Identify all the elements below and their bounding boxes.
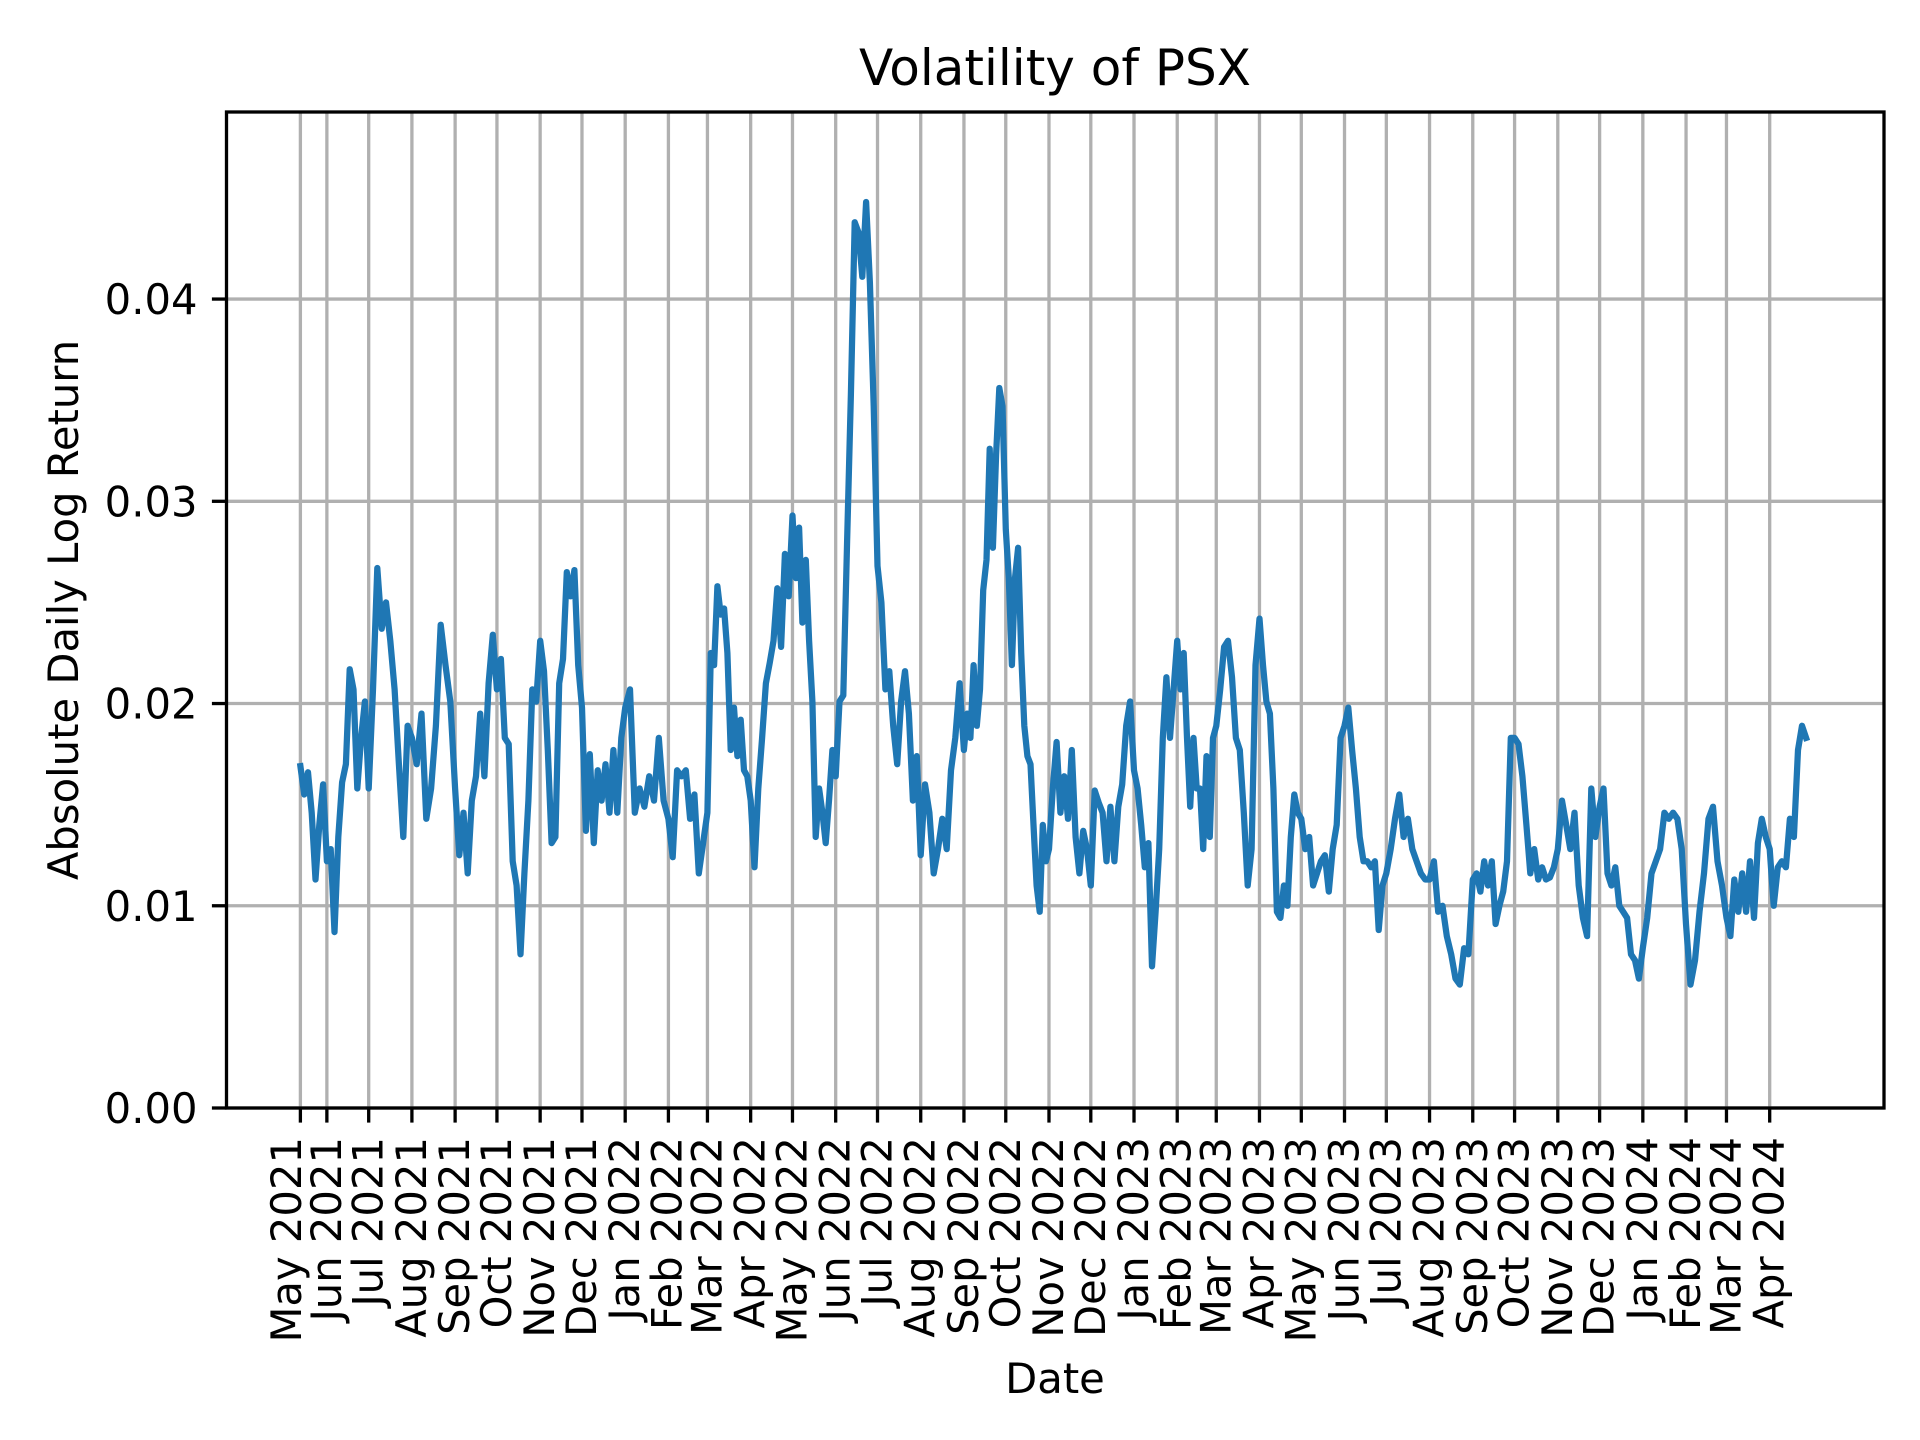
x-tick-label: Feb 2024 [1661,1137,1710,1330]
x-tick-label: Apr 2023 [1234,1137,1283,1328]
x-tick-label: Feb 2023 [1151,1137,1200,1330]
x-tick-label: Jul 2022 [853,1137,902,1310]
x-tick-label: Aug 2022 [896,1137,945,1338]
x-tick-label: May 2022 [767,1137,816,1343]
x-tick-label: Nov 2021 [515,1137,564,1338]
x-tick-label: Jul 2023 [1361,1137,1410,1310]
x-tick-label: Jun 2023 [1320,1137,1369,1324]
x-tick-label: Jan 2022 [600,1137,649,1324]
x-tick-label: Aug 2023 [1405,1137,1454,1338]
x-tick-label: Dec 2021 [557,1137,606,1337]
x-tick-label: Jan 2024 [1618,1137,1667,1324]
y-tick-label: 0.02 [105,680,198,729]
x-tick-label: Sep 2021 [430,1137,479,1335]
x-tick-label: Jan 2023 [1109,1137,1158,1324]
x-tick-label: Feb 2022 [642,1137,691,1330]
x-axis-label: Date [1005,1354,1105,1403]
y-tick-label: 0.03 [105,477,198,526]
x-tick-label: Jun 2021 [302,1137,351,1324]
chart-title: Volatility of PSX [859,39,1251,97]
x-tick-label: Oct 2023 [1490,1137,1539,1328]
x-tick-label: May 2023 [1276,1137,1325,1343]
x-tick-label: Nov 2023 [1533,1137,1582,1338]
y-axis-ticks: 0.00 0.01 0.02 0.03 0.04 [105,275,227,1133]
x-tick-label: Jun 2022 [811,1137,860,1324]
x-tick-label: Sep 2022 [939,1137,988,1335]
plot-frame [224,110,1886,1110]
x-tick-label: Apr 2024 [1745,1137,1794,1328]
x-tick-label: Dec 2022 [1066,1137,1115,1337]
x-tick-label: Oct 2022 [981,1137,1030,1328]
x-tick-label: Oct 2021 [472,1137,521,1328]
x-tick-label: Mar 2024 [1701,1137,1750,1335]
y-tick-label: 0.04 [105,275,198,324]
x-tick-label: Dec 2023 [1575,1137,1624,1337]
y-tick-label: 0.00 [105,1084,198,1133]
x-tick-label: Sep 2023 [1448,1137,1497,1335]
x-tick-label: Mar 2022 [682,1137,731,1335]
x-tick-label: Apr 2022 [726,1137,775,1328]
x-tick-label: Aug 2021 [387,1137,436,1338]
x-tick-label: Nov 2022 [1024,1137,1073,1338]
x-tick-label: May 2021 [262,1137,311,1343]
y-tick-label: 0.01 [105,882,198,931]
grid-lines [226,112,1884,1110]
x-tick-label: Mar 2023 [1191,1137,1240,1335]
x-tick-label: Jul 2021 [344,1137,393,1310]
volatility-line [296,198,1811,988]
y-axis-label: Absolute Daily Log Return [39,340,88,880]
